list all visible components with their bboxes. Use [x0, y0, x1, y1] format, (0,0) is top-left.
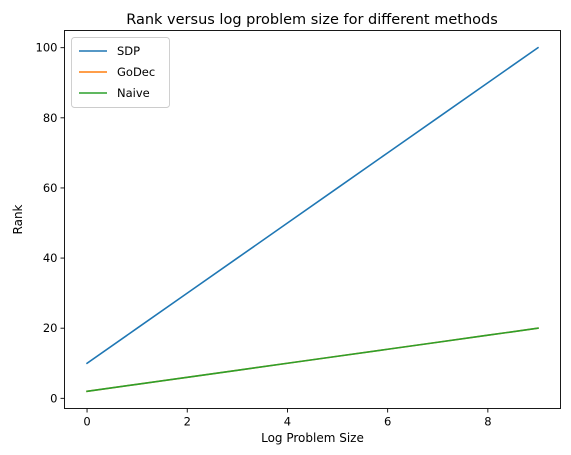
y-axis: 0 20 40 60 80 100 [36, 41, 65, 405]
series-line-sdp [85, 46, 540, 365]
legend: SDP GoDec Naive [71, 37, 170, 108]
x-axis: 0 2 4 6 8 [83, 408, 492, 429]
x-tick-label: 2 [184, 415, 191, 429]
y-tick-label: 40 [43, 251, 58, 265]
y-tick-label: 60 [43, 181, 58, 195]
plot-frame [64, 30, 561, 409]
y-tick-label: 100 [36, 41, 58, 55]
series-line-naive [86, 327, 539, 393]
x-tick-label: 4 [284, 415, 291, 429]
chart-title: Rank versus log problem size for differe… [126, 12, 498, 28]
legend-label-naive: Naive [117, 86, 150, 100]
legend-box [71, 37, 170, 108]
x-axis-label: Log Problem Size [261, 431, 364, 445]
x-tick-label: 0 [83, 415, 90, 429]
x-tick-label: 6 [384, 415, 391, 429]
x-tick-label: 8 [484, 415, 491, 429]
y-tick-label: 0 [50, 391, 57, 405]
y-tick-label: 20 [43, 321, 58, 335]
legend-label-sdp: SDP [117, 44, 140, 58]
y-tick-label: 80 [43, 111, 58, 125]
series-layer [85, 46, 540, 393]
y-axis-label: Rank [11, 204, 25, 234]
legend-label-godec: GoDec [117, 65, 155, 79]
